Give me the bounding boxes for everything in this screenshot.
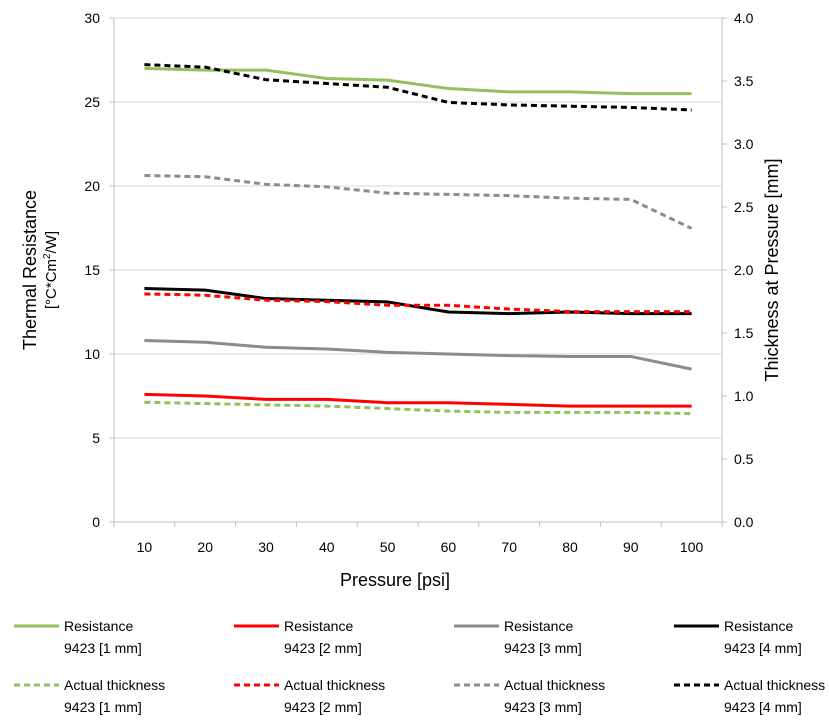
y-right-tick-label: 0.5 [734, 451, 754, 467]
legend-label-line2: 9423 [3 mm] [504, 699, 582, 715]
x-tick-label: 70 [501, 539, 517, 555]
legend-label-line1: Actual thickness [724, 677, 825, 693]
x-tick-label: 50 [380, 539, 396, 555]
y-right-tick-label: 2.0 [734, 262, 754, 278]
legend-item-6: Actual thickness 9423 [2 mm] [234, 677, 385, 715]
series-line-4 [144, 286, 692, 316]
y-left-tick-label: 20 [84, 178, 100, 194]
y-left-tick-label: 30 [84, 10, 100, 26]
y-right-tick-label: 0.0 [734, 514, 754, 530]
y-left-tick-label: 25 [84, 94, 100, 110]
axes [109, 17, 727, 527]
legend-item-4: Resistance 9423 [4 mm] [674, 618, 802, 656]
gridlines [114, 17, 722, 439]
series-line-3 [144, 339, 692, 371]
legend-label-line1: Resistance [284, 618, 353, 634]
left-axis-title: Thermal Resistance [°C*Cm2/W] [20, 190, 60, 350]
legend-label-line2: 9423 [2 mm] [284, 699, 362, 715]
y-right-tick-label: 1.5 [734, 325, 754, 341]
legend-item-1: Resistance 9423 [1 mm] [14, 618, 142, 656]
legend-item-3: Resistance 9423 [3 mm] [454, 618, 582, 656]
legend-label-line1: Actual thickness [284, 677, 385, 693]
right-axis-title: Thickness at Pressure [mm] [762, 158, 782, 381]
left-axis-title-line2: [°C*Cm2/W] [42, 231, 60, 309]
x-tick-label: 100 [680, 539, 704, 555]
series-lines [144, 63, 693, 416]
legend-label-line2: 9423 [3 mm] [504, 640, 582, 656]
legend-item-5: Actual thickness 9423 [1 mm] [14, 677, 165, 715]
legend-label-line2: 9423 [2 mm] [284, 640, 362, 656]
x-tick-label: 40 [319, 539, 335, 555]
legend-label-line1: Actual thickness [504, 677, 605, 693]
y-right-tick-label: 3.5 [734, 73, 754, 89]
x-tick-label: 60 [441, 539, 457, 555]
y-left-tick-label: 0 [92, 514, 100, 530]
legend-label-line2: 9423 [1 mm] [64, 640, 142, 656]
x-tick-label: 10 [137, 539, 153, 555]
series-line-6 [144, 292, 692, 314]
y-left-tick-label: 15 [84, 262, 100, 278]
legend-label-line1: Resistance [724, 618, 793, 634]
series-line-8 [144, 63, 692, 112]
series-line-7 [144, 174, 693, 230]
legend-label-line1: Actual thickness [64, 677, 165, 693]
x-tick-label: 30 [258, 539, 274, 555]
left-axis-title-unit-sup: 2 [42, 253, 53, 259]
x-tick-label: 20 [197, 539, 213, 555]
legend-item-7: Actual thickness 9423 [3 mm] [454, 677, 605, 715]
left-axis-title-unit-pre: [°C*Cm [43, 259, 60, 309]
y-left-tick-label: 10 [84, 346, 100, 362]
legend-label-line2: 9423 [4 mm] [724, 699, 802, 715]
x-axis-title: Pressure [psi] [340, 570, 450, 590]
y-right-tick-label: 4.0 [734, 10, 754, 26]
legend: Resistance 9423 [1 mm] Resistance 9423 [2 m… [14, 618, 825, 715]
legend-label-line1: Resistance [64, 618, 133, 634]
y-right-tick-label: 1.0 [734, 388, 754, 404]
x-tick-label: 90 [623, 539, 639, 555]
series-line-2 [144, 392, 692, 408]
left-axis-title-line1: Thermal Resistance [20, 190, 40, 350]
x-tick-label: 80 [562, 539, 578, 555]
tick-labels: 0 5 10 15 20 25 30 0.0 0.5 1.0 1.5 2.0 2.5 3.0 3.5 4.0 1… [84, 10, 753, 555]
y-left-tick-label: 5 [92, 430, 100, 446]
y-right-tick-label: 2.5 [734, 199, 754, 215]
legend-item-2: Resistance 9423 [2 mm] [234, 618, 362, 656]
y-right-tick-label: 3.0 [734, 136, 754, 152]
series-line-1 [144, 66, 692, 96]
legend-label-line2: 9423 [4 mm] [724, 640, 802, 656]
legend-label-line2: 9423 [1 mm] [64, 699, 142, 715]
series-line-5 [144, 400, 692, 416]
left-axis-title-unit-post: /W] [43, 231, 60, 254]
legend-label-line1: Resistance [504, 618, 573, 634]
legend-item-8: Actual thickness 9423 [4 mm] [674, 677, 825, 715]
